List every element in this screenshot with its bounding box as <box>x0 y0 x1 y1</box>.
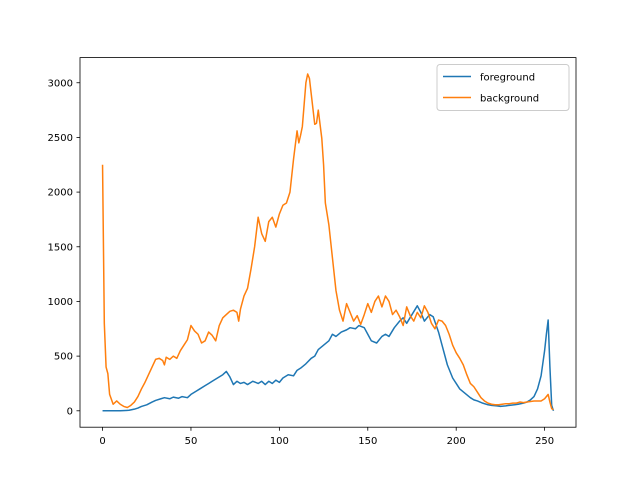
legend-label-background: background <box>480 94 539 105</box>
x-tick-label: 250 <box>535 436 554 447</box>
x-tick-label: 50 <box>185 436 198 447</box>
x-tick-label: 100 <box>270 436 289 447</box>
y-tick-label: 1000 <box>48 297 73 308</box>
x-tick-label: 0 <box>99 436 105 447</box>
x-tick-label: 150 <box>358 436 377 447</box>
plot-frame <box>79 57 577 428</box>
series-line-foreground <box>102 305 555 412</box>
y-axis: 0 500 1000 1500 2000 2500 3000 <box>48 78 80 417</box>
y-tick-label: 2000 <box>48 188 73 199</box>
y-tick-label: 2500 <box>48 133 73 144</box>
series-line-background <box>101 73 554 411</box>
y-tick-label: 500 <box>54 352 73 363</box>
legend: foreground background <box>436 64 570 111</box>
x-tick-label: 200 <box>447 436 466 447</box>
y-tick-label: 1500 <box>48 242 73 253</box>
legend-label-foreground: foreground <box>480 73 535 84</box>
y-tick-label: 3000 <box>48 78 73 89</box>
y-tick-label: 0 <box>67 406 73 417</box>
series-layer <box>101 73 555 412</box>
x-axis: 0 50 100 150 200 250 <box>99 427 554 447</box>
